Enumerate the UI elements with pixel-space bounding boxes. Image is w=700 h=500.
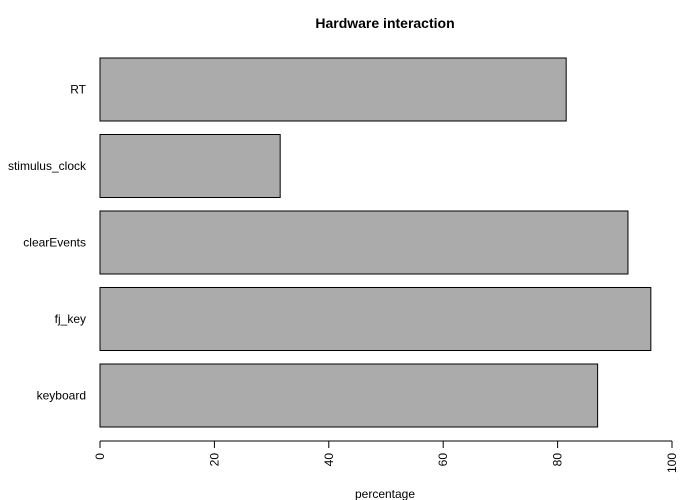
x-tick-label-60: 60 <box>436 453 450 467</box>
bar-stimulus-clock <box>99 134 281 198</box>
category-label-rt: RT <box>70 83 86 97</box>
bar-clearevents <box>99 210 629 275</box>
x-tick-label-40: 40 <box>322 453 336 467</box>
x-tick-label-0: 0 <box>93 453 107 460</box>
x-tick-label-80: 80 <box>551 453 565 467</box>
x-axis: 0 20 40 60 80 100 <box>93 440 679 473</box>
x-tick-label-20: 20 <box>207 453 221 467</box>
category-labels-group: RT stimulus_clock clearEvents fj_keykeyboar… <box>8 83 87 403</box>
bar-fj-key <box>99 287 652 351</box>
x-axis-label: percentage <box>355 487 415 500</box>
bars-group <box>99 57 652 428</box>
category-label-keyboard: keyboard <box>37 389 86 403</box>
x-tick-label-100: 100 <box>665 453 679 473</box>
bar-rt <box>99 57 567 122</box>
chart-title: Hardware interaction <box>315 15 454 31</box>
bar-keyboard <box>99 363 599 428</box>
category-label-fj-key: fj_key <box>55 312 86 326</box>
category-label-stimulus-clock: stimulus_clock <box>8 159 87 173</box>
category-label-clearevents: clearEvents <box>23 236 86 250</box>
